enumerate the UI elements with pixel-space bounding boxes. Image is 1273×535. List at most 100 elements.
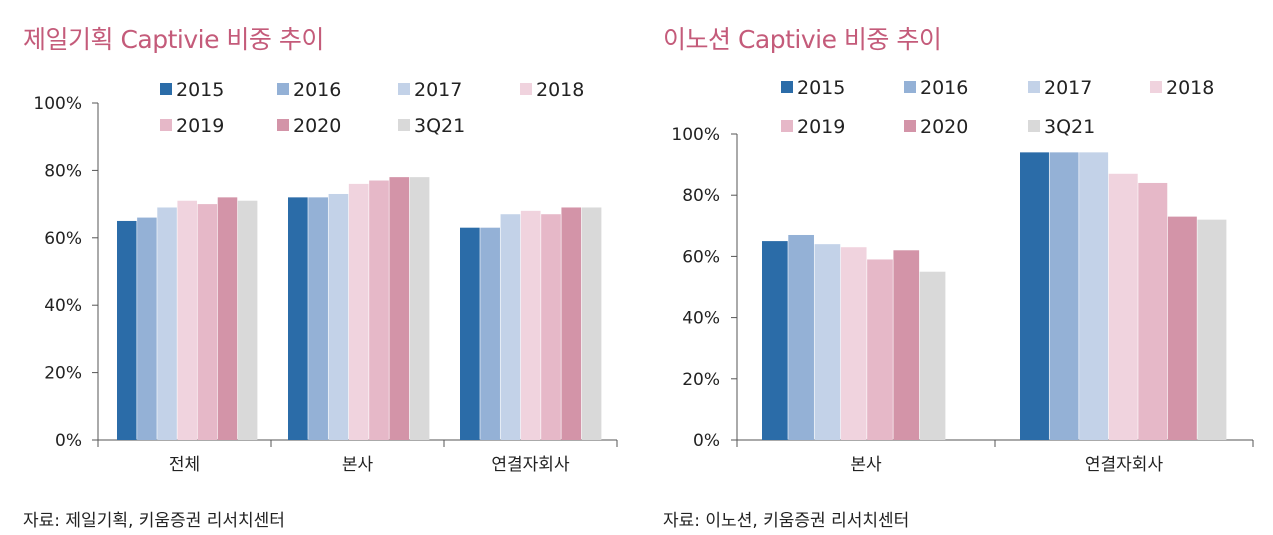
bar <box>237 200 258 440</box>
legend-item: 2017 <box>1028 77 1092 99</box>
bar <box>867 259 893 440</box>
bar <box>480 227 500 440</box>
bar-chart-cheil: 0% 20% 40% 60% 80% 100% 전체 본사 연결자회사 2015 2016 2017 2… <box>33 79 618 475</box>
legend-swatch <box>1028 120 1040 132</box>
bar <box>308 197 328 440</box>
y-tick-label: 0% <box>55 431 82 451</box>
legend-label: 3Q21 <box>414 115 465 137</box>
legend-label: 2019 <box>176 115 224 137</box>
bar <box>1167 216 1197 440</box>
bar <box>1049 152 1079 441</box>
legend-swatch <box>520 83 532 95</box>
bar <box>157 207 177 440</box>
legend-label: 2020 <box>293 115 341 137</box>
legend-swatch <box>277 83 289 95</box>
bar <box>460 227 480 440</box>
bar <box>541 214 561 440</box>
bar <box>197 204 218 440</box>
legend-label: 3Q21 <box>1044 116 1095 138</box>
legend-label: 2015 <box>176 79 224 101</box>
y-tick-label: 20% <box>44 364 82 384</box>
legend-item: 2020 <box>904 116 968 138</box>
legend-swatch <box>160 119 172 131</box>
legend-item: 2019 <box>160 115 224 137</box>
x-category-label: 전체 <box>169 455 200 475</box>
source-note: 자료: 제일기획, 키움증권 리서치센터 <box>23 511 285 531</box>
legend-item: 2018 <box>520 79 584 101</box>
chart-title: 이노션 Captivie 비중 추이 <box>663 25 942 54</box>
legend-swatch <box>781 81 793 93</box>
bar <box>814 244 841 440</box>
legend-item: 2016 <box>904 77 968 99</box>
legend-swatch <box>160 83 172 95</box>
y-tick-label: 80% <box>682 186 720 206</box>
y-tick-label: 80% <box>44 161 82 181</box>
x-category-label: 연결자회사 <box>491 455 570 475</box>
bar <box>177 200 197 440</box>
legend-item: 2018 <box>1150 77 1214 99</box>
legend-item: 2016 <box>277 79 341 101</box>
y-tick-label: 40% <box>44 296 82 316</box>
legend-item: 2015 <box>781 77 845 99</box>
y-tick-label: 60% <box>44 229 82 249</box>
source-note: 자료: 이노션, 키움증권 리서치센터 <box>663 511 910 531</box>
y-tick-label: 40% <box>682 309 720 329</box>
legend-swatch <box>398 83 410 95</box>
bar <box>217 197 238 440</box>
legend-item: 2015 <box>160 79 224 101</box>
bar <box>581 207 602 440</box>
chart-title: 제일기획 Captivie 비중 추이 <box>23 25 324 54</box>
legend-label: 2017 <box>414 79 462 101</box>
bar <box>117 220 137 440</box>
legend-swatch <box>904 120 916 132</box>
chart-panel-innocean: 이노션 Captivie 비중 추이 0% 20% 40% 60% 80% 100% 본사 연… <box>636 0 1273 535</box>
bar <box>369 180 389 440</box>
bar <box>288 197 308 440</box>
bar <box>137 217 157 440</box>
legend-swatch <box>398 119 410 131</box>
legend-swatch <box>277 119 289 131</box>
legend-label: 2018 <box>1166 77 1214 99</box>
bar <box>1138 182 1168 440</box>
legend-label: 2016 <box>293 79 341 101</box>
legend-item: 3Q21 <box>398 115 465 137</box>
bar <box>520 210 541 440</box>
legend-item: 3Q21 <box>1028 116 1095 138</box>
bar <box>389 177 410 440</box>
bar <box>1079 152 1109 441</box>
bar <box>409 177 430 440</box>
bar <box>893 250 920 440</box>
x-category-label: 본사 <box>850 455 882 475</box>
legend-item: 2020 <box>277 115 341 137</box>
y-tick-label: 100% <box>33 94 82 114</box>
bar <box>328 193 349 440</box>
y-tick-label: 100% <box>671 125 720 145</box>
legend-item: 2017 <box>398 79 462 101</box>
legend-item: 2019 <box>781 116 845 138</box>
legend-label: 2015 <box>797 77 845 99</box>
bar-chart-innocean: 0% 20% 40% 60% 80% 100% 본사 연결자회사 2015 2016 2017 201… <box>671 77 1254 475</box>
legend-swatch <box>1150 81 1162 93</box>
legend-label: 2016 <box>920 77 968 99</box>
bar <box>919 271 946 440</box>
bar <box>561 207 582 440</box>
bar <box>1020 152 1049 441</box>
bar <box>1197 219 1227 440</box>
legend-swatch <box>1028 81 1040 93</box>
legend-swatch <box>781 120 793 132</box>
x-category-label: 본사 <box>342 455 374 475</box>
bar <box>1108 173 1138 440</box>
y-tick-label: 0% <box>693 431 720 451</box>
chart-panel-cheil: 제일기획 Captivie 비중 추이 0% 20% 40% 60% 80% 100% 전체… <box>0 0 636 535</box>
bar <box>788 234 814 440</box>
legend-label: 2018 <box>536 79 584 101</box>
y-tick-label: 60% <box>682 247 720 267</box>
x-category-label: 연결자회사 <box>1085 455 1164 475</box>
bar <box>500 214 521 440</box>
bar <box>762 241 788 440</box>
legend-label: 2020 <box>920 116 968 138</box>
bar <box>840 247 867 440</box>
y-tick-label: 20% <box>682 370 720 390</box>
legend-swatch <box>904 81 916 93</box>
legend-label: 2019 <box>797 116 845 138</box>
